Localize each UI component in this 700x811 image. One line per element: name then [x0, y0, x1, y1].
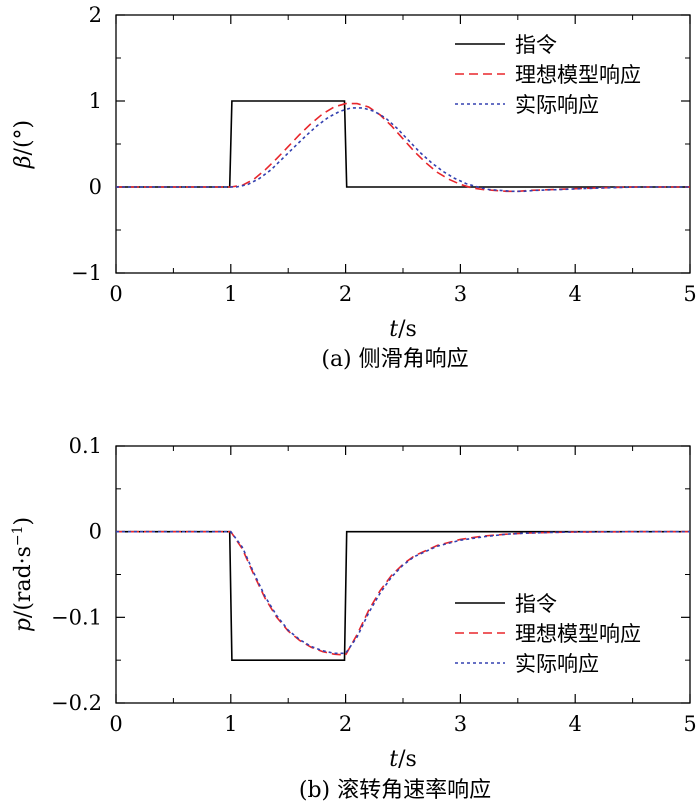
x-axis-var: t: [389, 747, 398, 772]
series-line-2: [116, 530, 690, 655]
legend-label-2: 实际响应: [515, 652, 599, 676]
y-axis-unit-close: ): [11, 517, 36, 526]
chart-caption: (a) 侧滑角响应: [321, 347, 468, 372]
x-tick-label: 5: [683, 712, 696, 736]
x-axis-unit: /s: [398, 747, 417, 772]
x-tick-label: 3: [454, 282, 467, 306]
y-axis-unit: /(°): [11, 120, 36, 156]
x-axis-label: t/s: [389, 747, 417, 772]
y-tick-label: 2: [89, 3, 102, 27]
y-tick-label: 0.1: [69, 434, 102, 458]
x-tick-label: 4: [569, 712, 582, 736]
x-axis-label: t/s: [389, 317, 417, 342]
plot-frame: [115, 445, 691, 704]
y-tick-label: 0: [89, 175, 102, 199]
y-tick-label: −0.1: [51, 605, 102, 629]
x-tick-label: 0: [109, 712, 122, 736]
legend-label-0: 指令: [515, 592, 557, 616]
x-tick-label: 4: [569, 282, 582, 306]
legend-label-1: 理想模型响应: [515, 63, 641, 87]
x-tick-label: 3: [454, 712, 467, 736]
legend-label-0: 指令: [515, 33, 557, 57]
x-tick-label: 5: [683, 282, 696, 306]
x-tick-label: 2: [339, 712, 352, 736]
y-axis-label: β/(°): [11, 120, 36, 169]
y-axis-label: p/(rad·s−1): [10, 517, 36, 632]
y-tick-label: −0.2: [51, 691, 102, 715]
plot-frame: [115, 14, 691, 274]
series-line-2: [116, 107, 690, 193]
y-axis-unit: /(rad·s: [11, 546, 36, 618]
series-line-0: [116, 530, 690, 662]
series-line-0: [116, 100, 690, 188]
series-line-1: [116, 102, 690, 193]
y-tick-label: 1: [89, 89, 102, 113]
chart-caption: (b) 滚转角速率响应: [299, 778, 491, 803]
y-axis-var: p: [11, 618, 36, 632]
legend-label-1: 理想模型响应: [515, 622, 641, 646]
y-axis-var: β: [11, 155, 36, 169]
x-axis-var: t: [389, 317, 398, 342]
y-tick-label: 0: [89, 520, 102, 544]
y-tick-label: −1: [71, 261, 102, 285]
x-axis-unit: /s: [398, 317, 417, 342]
x-tick-label: 1: [224, 282, 237, 306]
legend-label-2: 实际响应: [515, 93, 599, 117]
y-axis-unit-sup: −1: [10, 525, 26, 546]
x-tick-label: 0: [109, 282, 122, 306]
x-tick-label: 1: [224, 712, 237, 736]
x-tick-label: 2: [339, 282, 352, 306]
